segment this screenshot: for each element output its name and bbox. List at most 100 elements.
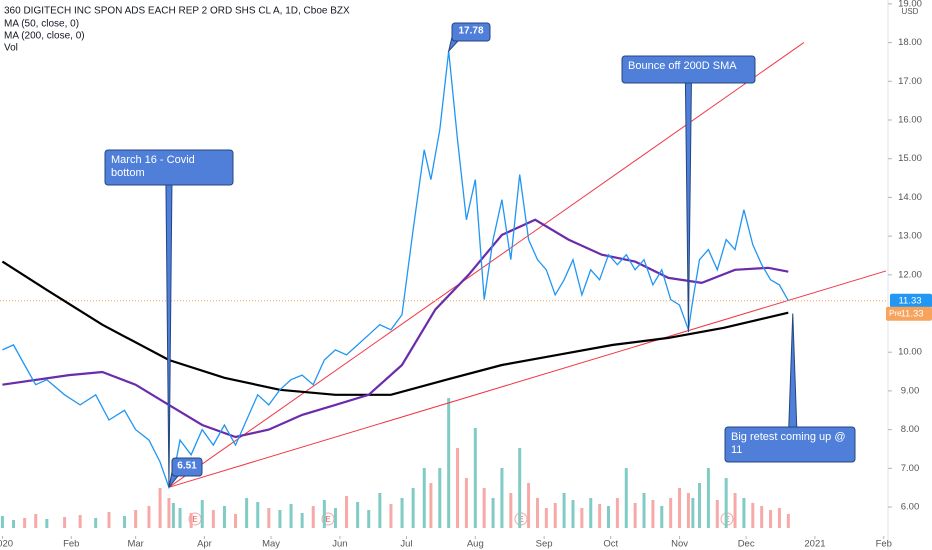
volume-bar <box>553 503 557 528</box>
volume-bar <box>473 428 477 528</box>
callout-box <box>451 22 491 42</box>
volume-bar <box>742 498 746 528</box>
x-tick-label: 2021 <box>804 539 825 550</box>
volume-bar <box>367 510 371 528</box>
y-tick-label: 10.00 <box>898 347 922 358</box>
indicator-label: MA (200, close, 0) <box>4 31 85 42</box>
volume-bar <box>378 493 382 528</box>
x-tick-label: Aug <box>467 539 484 550</box>
trendline <box>168 270 887 488</box>
indicator-label: Vol <box>4 43 18 54</box>
svg-text:E: E <box>192 515 197 524</box>
x-tick-label: 2020 <box>0 539 13 550</box>
y-tick-label: 17.00 <box>898 76 922 87</box>
volume-bar <box>267 508 271 528</box>
volume-bar <box>527 483 531 528</box>
callout-text: 6.51 <box>177 460 197 471</box>
volume-bar <box>491 498 495 528</box>
series-line <box>2 218 789 439</box>
callout-box <box>171 457 203 477</box>
volume-bar <box>615 498 619 528</box>
volume-bar <box>345 496 349 528</box>
volume-bar <box>107 512 111 528</box>
premarket-tag <box>886 306 932 321</box>
callout-box <box>104 149 234 186</box>
y-tick-label: 15.00 <box>898 153 922 164</box>
series-line <box>1 260 789 396</box>
x-tick-label: Nov <box>671 539 688 550</box>
volume-bar <box>535 498 539 528</box>
indicator-label: MA (50, close, 0) <box>4 19 79 30</box>
volume-bar <box>686 493 690 528</box>
volume-bar <box>278 510 282 528</box>
volume-bar <box>633 503 637 528</box>
volume-bar <box>607 506 611 528</box>
volume-bar <box>178 508 182 528</box>
volume-bar <box>651 500 655 528</box>
x-tick-label: Sep <box>536 539 553 550</box>
svg-text:E: E <box>325 515 330 524</box>
volume-bar <box>411 488 415 528</box>
volume-bar <box>34 514 38 528</box>
volume-bar <box>0 516 4 528</box>
y-tick-label: 14.00 <box>898 192 922 203</box>
volume-bar <box>123 516 127 528</box>
volume-bar <box>698 483 702 528</box>
volume-bar <box>678 488 682 528</box>
volume-bar <box>78 515 82 528</box>
premarket-tag-value: 11.33 <box>900 308 923 319</box>
volume-bar <box>94 518 98 528</box>
volume-bar <box>171 503 175 528</box>
volume-bar <box>544 508 548 528</box>
volume-bar <box>571 500 575 528</box>
volume-bar <box>777 508 781 528</box>
volume-bar <box>245 498 249 528</box>
volume-bar <box>158 488 162 528</box>
volume-bar <box>500 468 504 528</box>
volume-bar <box>422 468 426 528</box>
volume-bar <box>289 504 293 528</box>
volume-bar <box>256 502 260 528</box>
volume-bar <box>706 468 710 528</box>
y-tick-label: 19.00 <box>898 0 922 9</box>
y-tick-label: 16.00 <box>898 115 922 126</box>
volume-bar <box>438 468 442 528</box>
x-tick-label: Dec <box>738 539 755 550</box>
volume-bar <box>660 506 664 528</box>
y-tick-label: 6.00 <box>901 502 920 513</box>
volume-bar <box>300 513 304 528</box>
volume-bar <box>669 498 673 528</box>
volume-bar <box>760 506 764 528</box>
volume-bar <box>200 500 204 528</box>
volume-bar <box>580 508 584 528</box>
volume-bar <box>63 517 67 528</box>
premarket-tag-name: Pre <box>889 309 902 318</box>
y-tick-label: 18.00 <box>898 37 922 48</box>
price-tag <box>890 293 932 308</box>
volume-bar <box>733 493 737 528</box>
volume-bar <box>23 518 27 528</box>
volume-bar <box>624 468 628 528</box>
volume-bar <box>518 448 522 528</box>
y-tick-label: 13.00 <box>898 231 922 242</box>
volume-bar <box>786 514 790 528</box>
x-tick-label: Jul <box>400 539 412 550</box>
x-tick-label: Feb <box>876 539 892 550</box>
volume-bar <box>447 398 451 528</box>
volume-bar <box>589 498 593 528</box>
volume-bar <box>389 504 393 528</box>
x-tick-label: Apr <box>197 539 212 550</box>
y-tick-label: 7.00 <box>901 463 920 474</box>
callout-box <box>621 55 756 84</box>
volume-bar <box>400 498 404 528</box>
volume-bar <box>691 498 695 528</box>
volume-bar <box>311 506 315 528</box>
volume-bar <box>211 510 215 528</box>
callout-text: March 16 - Covid bottom <box>111 154 195 179</box>
volume-bar <box>769 510 773 528</box>
volume-bar <box>715 500 719 528</box>
volume-bar <box>724 478 728 528</box>
volume-bar <box>234 514 238 528</box>
